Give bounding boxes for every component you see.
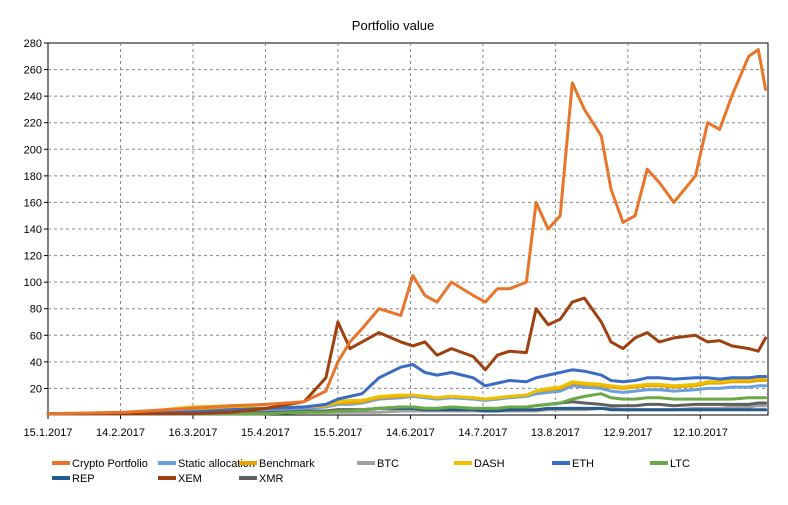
y-tick-label: 20 [30,383,42,395]
legend-label-btc: BTC [377,458,399,470]
legend-label-eth: ETH [572,458,594,470]
y-tick-label: 200 [24,144,42,156]
y-tick-label: 180 [24,171,42,183]
x-tick-label: 14.6.2017 [386,427,435,439]
y-tick-label: 140 [24,224,42,236]
chart-title: Portfolio value [352,18,434,33]
y-tick-label: 220 [24,118,42,130]
y-tick-label: 120 [24,251,42,263]
legend-label-ltc: LTC [670,458,690,470]
series-line-crypto-portfolio [46,48,768,416]
y-tick-label: 240 [24,91,42,103]
x-tick-label: 12.9.2017 [603,427,652,439]
series-line-eth [46,363,768,416]
legend-label-benchmark: Benchmark [259,458,315,470]
y-tick-label: 60 [30,330,42,342]
x-tick-label: 12.10.2017 [673,427,728,439]
x-tick-label: 13.8.2017 [531,427,580,439]
x-axis: 15.1.2017 14.2.2017 16.3.2017 15.4.2017 15.5… [24,415,728,439]
legend-label-xem: XEM [178,473,202,485]
x-tick-label: 14.2.2017 [96,427,145,439]
x-tick-label: 15.5.2017 [313,427,362,439]
y-tick-label: 280 [24,38,42,50]
y-tick-label: 80 [30,304,42,316]
series-line-dash [46,376,768,416]
y-tick-label: 40 [30,357,42,369]
x-tick-label: 15.4.2017 [241,427,290,439]
legend-label-static-allocation: Static allocation [178,458,255,470]
y-axis: 20 40 60 80 100 120 140 160 180 200 220 240 260 280 [24,38,48,395]
y-tick-label: 100 [24,277,42,289]
legend-label-rep: REP [72,473,95,485]
series-line-ltc [46,392,768,416]
legend-label-xmr: XMR [259,473,284,485]
legend-label-crypto-portfolio: Crypto Portfolio [72,458,148,470]
series-line-xem [46,296,768,416]
x-tick-label: 16.3.2017 [168,427,217,439]
x-tick-label: 14.7.2017 [458,427,507,439]
x-tick-label: 15.1.2017 [24,427,73,439]
y-tick-label: 160 [24,197,42,209]
legend: Crypto Portfolio Static allocation Benchma… [52,458,690,485]
series-lines [46,48,768,416]
legend-label-dash: DASH [474,458,505,470]
y-tick-label: 260 [24,65,42,77]
